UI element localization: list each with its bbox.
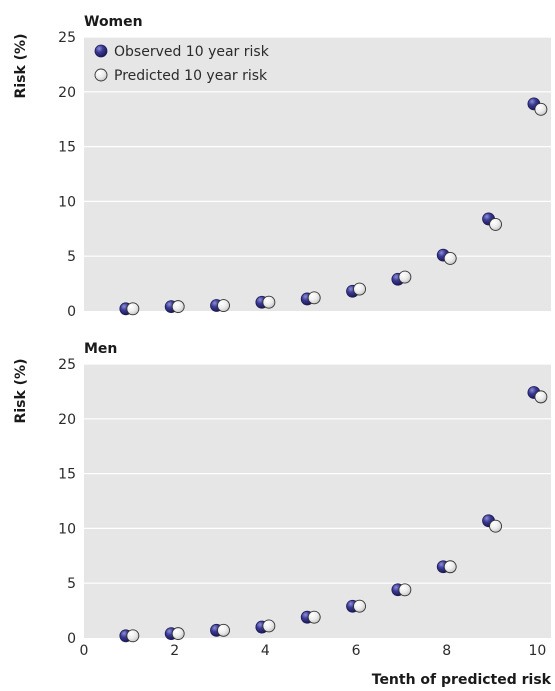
women-y-tick-label: 25 — [58, 30, 76, 46]
men-x-tick-label: 0 — [80, 643, 89, 659]
legend-observed-marker — [94, 44, 108, 58]
men-predicted-point — [307, 610, 321, 624]
men-predicted-point — [217, 623, 230, 637]
women-y-tick-label: 20 — [58, 85, 76, 101]
legend-predicted-marker — [94, 68, 108, 82]
men-y-tick-label: 5 — [67, 576, 76, 592]
men-plot-background — [84, 364, 551, 638]
women-y-tick-label: 5 — [67, 249, 76, 265]
women-predicted-point — [534, 102, 548, 116]
men-y-tick-label: 15 — [58, 467, 76, 483]
men-predicted-point — [534, 390, 548, 404]
men-y-tick-label: 25 — [58, 357, 76, 373]
men-x-tick-label: 4 — [261, 643, 270, 659]
women-predicted-point — [353, 282, 366, 296]
women-y-tick-label: 0 — [67, 304, 76, 320]
women-predicted-point — [489, 217, 503, 231]
men-panel-title: Men — [84, 341, 117, 357]
women-predicted-point — [307, 291, 321, 305]
men-predicted-point — [126, 629, 140, 643]
legend: Observed 10 year risk Predicted 10 year … — [94, 44, 270, 84]
women-panel: Women Risk (%) 0 5 10 15 20 25 Observed 10 ye… — [13, 14, 551, 320]
men-predicted-point — [262, 619, 276, 633]
men-y-axis-label: Risk (%) — [13, 359, 29, 424]
men-y-tick-label: 20 — [58, 412, 76, 428]
women-plot-background — [84, 37, 551, 311]
men-x-tick-labels: 0 2 4 6 8 10 — [80, 643, 547, 659]
women-predicted-point — [126, 302, 140, 316]
men-x-tick-label: 8 — [442, 643, 451, 659]
x-axis-label: Tenth of predicted risk — [372, 672, 552, 688]
women-predicted-point — [398, 270, 412, 284]
men-x-tick-label: 6 — [352, 643, 361, 659]
men-y-tick-label: 0 — [67, 631, 76, 647]
women-predicted-point — [443, 251, 457, 265]
women-y-tick-label: 15 — [58, 140, 76, 156]
legend-observed-label: Observed 10 year risk — [114, 44, 270, 60]
men-predicted-point — [353, 599, 366, 613]
women-y-tick-labels: 0 5 10 15 20 25 — [58, 30, 76, 320]
women-gridlines — [84, 36, 551, 257]
men-y-tick-label: 10 — [58, 521, 76, 537]
men-x-tick-label: 10 — [528, 643, 546, 659]
women-y-axis-label: Risk (%) — [13, 34, 29, 99]
women-predicted-point — [262, 295, 276, 309]
women-predicted-point — [217, 299, 230, 312]
men-predicted-point — [443, 560, 457, 574]
women-data-points — [119, 97, 548, 316]
men-panel: Men Risk (%) 0 5 10 15 20 25 0 2 4 6 8 10 Tenth of… — [13, 341, 552, 688]
women-predicted-point — [171, 300, 185, 314]
men-predicted-point — [489, 519, 503, 533]
men-predicted-point — [398, 583, 412, 597]
men-gridlines — [84, 363, 551, 584]
men-predicted-point — [171, 627, 185, 641]
legend-predicted-label: Predicted 10 year risk — [114, 68, 268, 84]
men-x-tick-label: 2 — [170, 643, 179, 659]
women-y-tick-label: 10 — [58, 194, 76, 210]
men-y-tick-labels: 0 5 10 15 20 25 — [58, 357, 76, 647]
men-data-points — [119, 386, 548, 643]
women-panel-title: Women — [84, 14, 143, 30]
